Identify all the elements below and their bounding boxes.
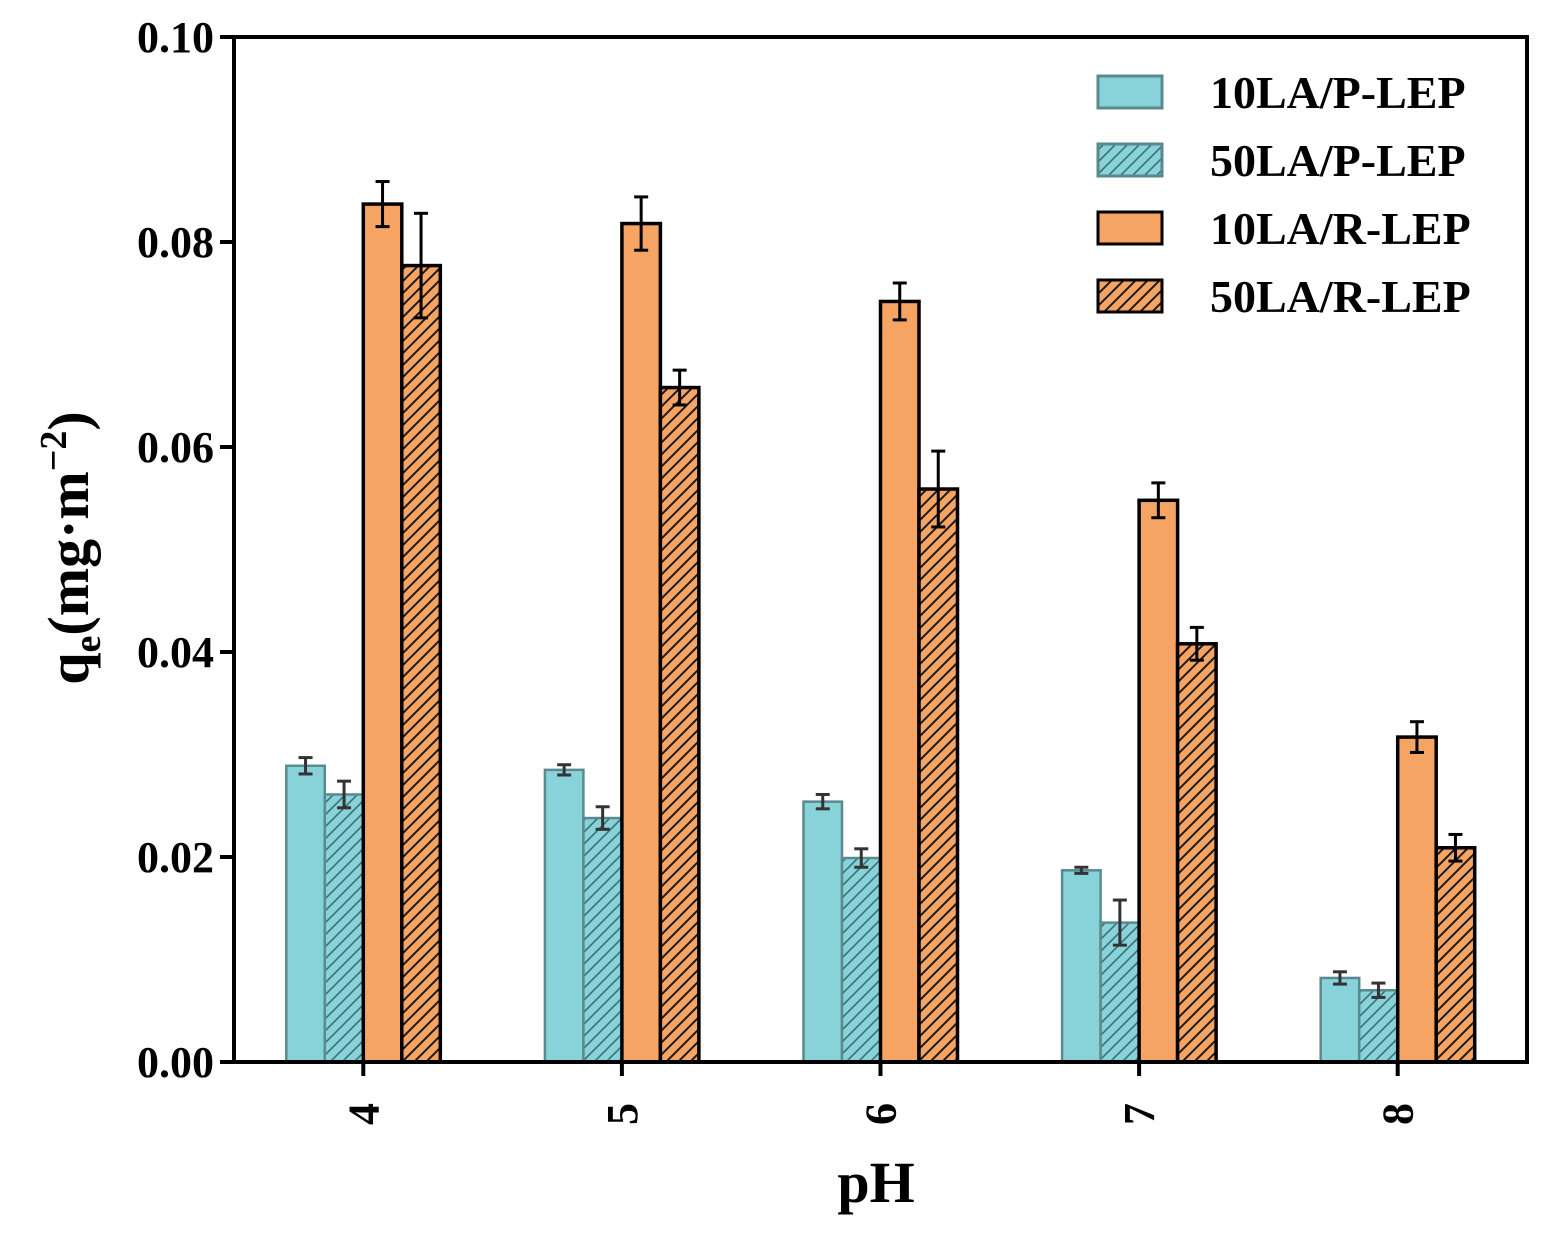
bar-10la-r-lep-ph-8 <box>1395 735 1438 1064</box>
bar-10la-p-lep-ph-5 <box>543 768 585 1064</box>
x-tick-label: 6 <box>857 1103 906 1125</box>
error-bar <box>375 180 390 229</box>
bar-50la-p-lep-ph-4 <box>323 793 365 1064</box>
y-axis-title: qe(mg·m−2) <box>33 411 109 684</box>
error-bar <box>1074 865 1089 875</box>
y-tick-label: 0.08 <box>137 218 214 267</box>
error-bar <box>557 763 572 777</box>
x-tick-label: 4 <box>339 1103 388 1125</box>
bar-50la-p-lep-ph-8 <box>1357 989 1399 1064</box>
x-tick-label: 5 <box>598 1103 647 1125</box>
error-bar <box>1409 720 1424 754</box>
error-bar <box>1151 481 1166 520</box>
bar-50la-r-lep-ph-4 <box>400 263 443 1064</box>
error-bar <box>337 779 352 810</box>
error-bar <box>595 805 610 831</box>
bar-10la-p-lep-ph-4 <box>285 764 327 1064</box>
legend-swatch <box>1096 74 1164 110</box>
error-bar <box>672 368 687 407</box>
error-bar <box>854 847 869 869</box>
bar-50la-p-lep-ph-5 <box>582 816 624 1064</box>
bar-10la-p-lep-ph-6 <box>802 800 844 1064</box>
bar-10la-r-lep-ph-7 <box>1137 498 1180 1064</box>
bar-50la-p-lep-ph-6 <box>840 856 882 1064</box>
bar-50la-r-lep-ph-7 <box>1175 642 1218 1064</box>
y-tick-label: 0.02 <box>137 833 214 882</box>
bar-10la-r-lep-ph-5 <box>620 221 663 1064</box>
error-bar <box>1448 832 1463 863</box>
legend-label: 10LA/P-LEP <box>1210 67 1466 118</box>
bar-10la-p-lep-ph-7 <box>1060 869 1102 1064</box>
error-bar <box>892 281 907 322</box>
x-tick-label: 8 <box>1374 1103 1423 1125</box>
error-bar <box>1332 970 1347 986</box>
y-tick-label: 0.06 <box>137 423 214 472</box>
y-tick-label: 0.04 <box>137 628 214 677</box>
bar-10la-r-lep-ph-4 <box>361 202 404 1064</box>
error-bar <box>298 756 313 776</box>
legend-swatch <box>1096 210 1164 246</box>
error-bar <box>1189 625 1204 662</box>
error-bar <box>931 449 946 529</box>
legend-swatch <box>1096 278 1164 314</box>
legend-label: 50LA/R-LEP <box>1210 271 1471 322</box>
bar-10la-r-lep-ph-6 <box>878 299 921 1064</box>
bar-50la-r-lep-ph-6 <box>917 487 960 1064</box>
bar-50la-r-lep-ph-8 <box>1434 846 1477 1064</box>
bars-layer <box>285 180 1477 1064</box>
error-bar <box>634 195 649 252</box>
error-bar <box>1371 981 1386 999</box>
error-bar <box>414 211 429 320</box>
y-tick-label: 0.10 <box>137 13 214 62</box>
x-tick-label: 7 <box>1115 1103 1164 1125</box>
bar-10la-p-lep-ph-8 <box>1319 976 1361 1064</box>
legend: 10LA/P-LEP 50LA/P-LEP 10LA/R-LEP 50LA/R-LEP <box>1096 67 1471 322</box>
legend-label: 10LA/R-LEP <box>1210 203 1471 254</box>
axes-layer: 0.00 0.02 0.04 0.06 0.08 0.10 4 5 6 7 8 <box>137 13 1423 1125</box>
bar-50la-r-lep-ph-5 <box>658 385 701 1064</box>
error-bar <box>815 792 830 811</box>
x-axis-title: pH <box>837 1150 914 1215</box>
legend-swatch <box>1096 142 1164 178</box>
y-tick-label: 0.00 <box>137 1038 214 1087</box>
legend-label: 50LA/P-LEP <box>1210 135 1466 186</box>
error-bar <box>1112 898 1127 947</box>
